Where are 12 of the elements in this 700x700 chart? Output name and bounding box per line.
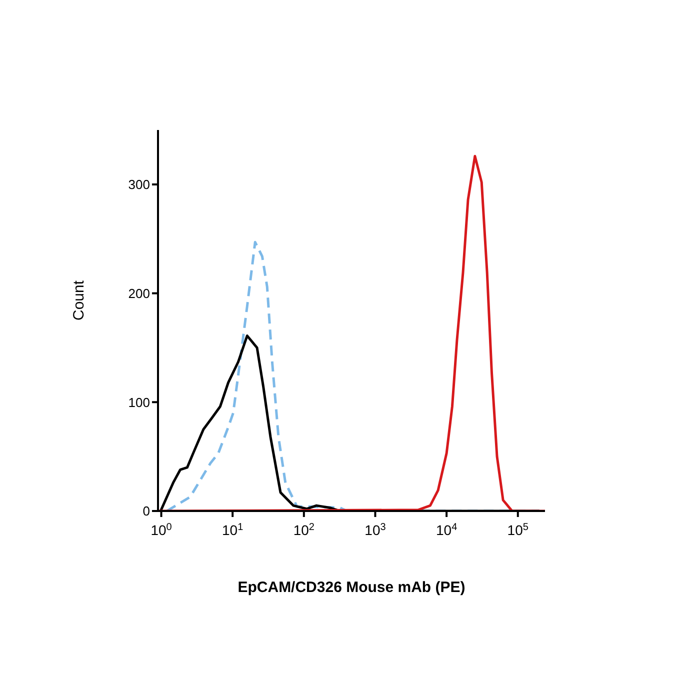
x-tick-label: 10$^{0}$ [150, 522, 172, 538]
y-tick-label: 100 [128, 394, 150, 410]
x-tick-label: 10$^{4}$ [436, 522, 458, 538]
y-tick-label: 0 [142, 504, 150, 519]
x-tick-label: 10$^{3}$ [364, 522, 386, 538]
y-tick-label: 200 [128, 286, 150, 301]
y-axis-title: Count [70, 280, 88, 320]
x-tick-label: 10$^{2}$ [293, 522, 315, 538]
x-axis-title: EpCAM/CD326 Mouse mAb (PE) [238, 579, 466, 596]
x-tick-label: 10$^{5}$ [507, 522, 529, 538]
y-tick-label: 300 [128, 177, 150, 192]
x-tick-label: 10$^{1}$ [222, 522, 244, 538]
